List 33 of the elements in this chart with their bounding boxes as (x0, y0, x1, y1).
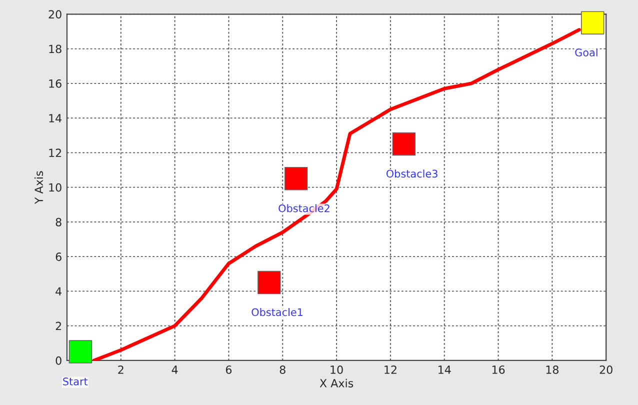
y-tick-label: 6 (56, 252, 62, 261)
x-tick-label: 6 (226, 366, 232, 374)
y-tick-label: 18 (49, 44, 62, 54)
annotation: Goal (575, 48, 598, 56)
x-tick-label: 8 (280, 366, 286, 374)
point (258, 270, 281, 294)
y-tick-label: 0 (56, 356, 62, 365)
x-tick-label: 2 (118, 366, 124, 374)
annotation: Start (63, 377, 88, 386)
annotation: Obstacle1 (252, 308, 302, 316)
point (68, 340, 92, 364)
annotation: Obstacle2 (278, 204, 330, 212)
y-tick-label: 10 (49, 183, 62, 192)
y-tick-label: 14 (49, 114, 62, 122)
x-tick-label: 16 (492, 366, 505, 374)
y-tick-label: 20 (48, 10, 62, 19)
x-tick-label: 18 (546, 366, 558, 374)
annotation: Obstacle3 (386, 170, 438, 178)
point (284, 167, 308, 190)
x-tick-label: 4 (172, 366, 178, 374)
x-axis-title: X Axis (320, 378, 354, 388)
y-tick-label: 8 (56, 218, 62, 226)
y-tick-label: 16 (49, 79, 62, 88)
x-tick-label: 14 (438, 366, 451, 374)
point (581, 11, 604, 34)
x-tick-label: 10 (330, 366, 343, 374)
y-tick-label: 12 (49, 148, 62, 157)
y-axis-title: Y Axis (34, 171, 44, 204)
y-tick-label: 2 (56, 322, 62, 330)
x-tick-label: 12 (384, 366, 396, 374)
x-tick-label: 20 (600, 366, 612, 374)
point (392, 132, 416, 156)
y-tick-label: 4 (56, 287, 62, 296)
